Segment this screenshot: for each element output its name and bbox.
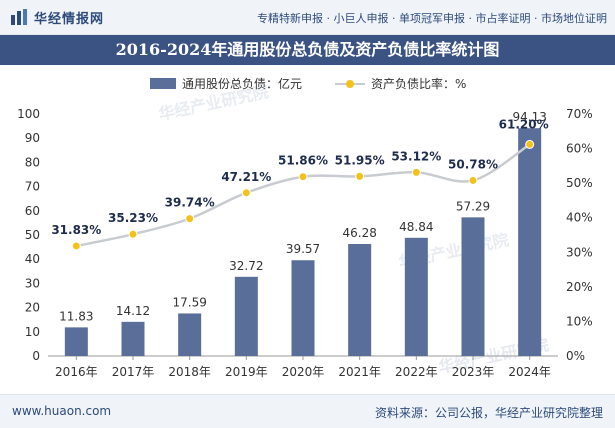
- legend-bar-swatch: [150, 78, 176, 89]
- chart-area: 华经产业研究院 华经产业研究院 华经产业研究院 通用股份总负债：亿元 资产负债比率：% 0…: [0, 68, 615, 388]
- x-tick-label: 2016年: [55, 365, 98, 379]
- y-right-tick-label: 50%: [566, 176, 593, 190]
- ratio-value-label: 53.12%: [391, 149, 441, 163]
- ratio-value-label: 39.74%: [165, 196, 215, 210]
- ratio-point: [128, 229, 138, 239]
- data-source: 资料来源：公司公报，华经产业研究院整理: [374, 406, 603, 420]
- ratio-point: [355, 171, 365, 181]
- y-right-tick-label: 70%: [566, 107, 593, 121]
- x-tick-label: 2021年: [338, 365, 381, 379]
- x-tick-label: 2022年: [395, 365, 438, 379]
- y-left-tick-label: 50: [25, 228, 40, 242]
- y-left-tick-label: 80: [25, 155, 40, 169]
- y-left-tick-label: 30: [25, 276, 40, 290]
- ratio-value-label: 61.20%: [499, 117, 549, 131]
- bar-value-label: 48.84: [399, 220, 433, 234]
- x-tick-label: 2019年: [225, 365, 268, 379]
- bar-value-label: 46.28: [342, 226, 376, 240]
- bar-value-label: 39.57: [286, 242, 320, 256]
- bar-value-label: 11.83: [59, 309, 93, 323]
- bar: [234, 276, 258, 356]
- ratio-point: [468, 175, 478, 185]
- y-right-tick-label: 10%: [566, 314, 593, 328]
- brand-name: 华经情报网: [34, 11, 105, 27]
- ratio-value-label: 50.78%: [448, 157, 498, 171]
- y-left-tick-label: 70: [25, 180, 40, 194]
- bar-value-label: 57.29: [456, 199, 490, 213]
- y-left-tick-label: 40: [25, 252, 40, 266]
- y-left-tick-label: 10: [25, 325, 40, 339]
- website-link[interactable]: www.huaon.com: [12, 404, 112, 418]
- ratio-value-label: 47.21%: [221, 170, 271, 184]
- brand-logo[interactable]: 华经情报网: [10, 8, 105, 27]
- ratio-point: [525, 139, 535, 149]
- bar-value-label: 32.72: [229, 259, 263, 273]
- bar: [178, 313, 202, 356]
- bar: [121, 321, 145, 356]
- y-left-tick-label: 100: [17, 107, 40, 121]
- top-banner: 华经情报网 专精特新申报 · 小巨人申报 · 单项冠军申报 · 市占率证明 · …: [0, 0, 615, 35]
- y-left-tick-label: 90: [25, 131, 40, 145]
- y-right-tick-label: 40%: [566, 211, 593, 225]
- bar-value-label: 17.59: [172, 295, 206, 309]
- y-left-tick-label: 20: [25, 301, 40, 315]
- bar: [348, 244, 372, 356]
- y-left-tick-label: 60: [25, 204, 40, 218]
- y-left-tick-label: 0: [32, 349, 40, 363]
- bar: [461, 217, 485, 356]
- bar-value-label: 94.13: [512, 110, 546, 124]
- x-tick-label: 2024年: [508, 365, 551, 379]
- ratio-point: [241, 188, 251, 198]
- y-right-tick-label: 30%: [566, 245, 593, 259]
- y-right-tick-label: 60%: [566, 142, 593, 156]
- ratio-point: [298, 172, 308, 182]
- y-right-tick-label: 20%: [566, 280, 593, 294]
- x-tick-label: 2018年: [168, 365, 211, 379]
- x-tick-label: 2017年: [112, 365, 155, 379]
- legend-line-label: 资产负债比率：%: [371, 76, 466, 91]
- ratio-point: [411, 167, 421, 177]
- ratio-point: [185, 214, 195, 224]
- y-right-tick-label: 0%: [566, 349, 585, 363]
- legend-line-marker: [346, 80, 354, 88]
- bar: [64, 327, 88, 356]
- bar-value-label: 14.12: [116, 304, 150, 318]
- ratio-value-label: 51.86%: [278, 154, 328, 168]
- services-list: 专精特新申报 · 小巨人申报 · 单项冠军申报 · 市占率证明 · 市场地位证明: [257, 12, 607, 25]
- ratio-value-label: 35.23%: [108, 211, 158, 225]
- ratio-point: [71, 241, 81, 251]
- ratio-value-label: 31.83%: [51, 223, 101, 237]
- bar: [404, 237, 428, 356]
- bar: [291, 260, 315, 356]
- x-tick-label: 2020年: [282, 365, 325, 379]
- ratio-value-label: 51.95%: [335, 153, 385, 167]
- footer-bar: www.huaon.com 资料来源：公司公报，华经产业研究院整理: [0, 394, 615, 428]
- bar: [518, 128, 542, 356]
- brand-logo-icon: [11, 9, 27, 25]
- x-tick-label: 2023年: [452, 365, 495, 379]
- legend-bar-label: 通用股份总负债：亿元: [182, 76, 302, 91]
- chart-title: 2016-2024年通用股份总负债及资产负债比率统计图: [0, 35, 615, 65]
